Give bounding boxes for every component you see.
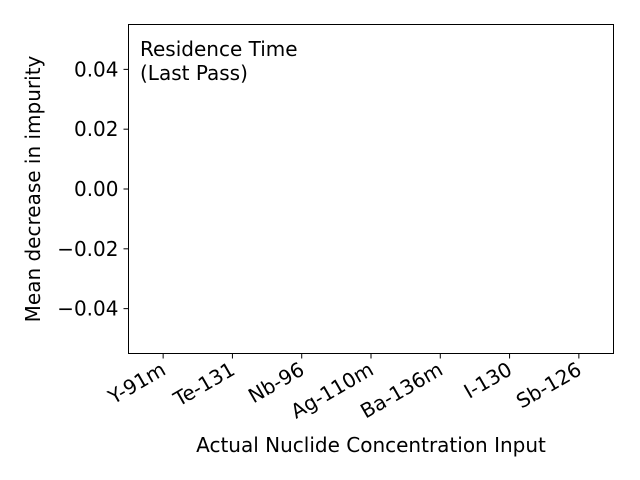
y-tick-label: 0.04	[74, 57, 119, 81]
x-axis-label: Actual Nuclide Concentration Input	[196, 433, 546, 457]
y-tick-label: −0.04	[57, 297, 118, 321]
y-tick-label: −0.02	[57, 237, 118, 261]
x-tick-label: Sb-126	[512, 357, 585, 413]
y-axis-ticks: −0.04 −0.02 0.00 0.02 0.04	[57, 57, 129, 321]
annotation-line-1: Residence Time	[140, 37, 298, 61]
x-tick-label: Te-131	[168, 357, 238, 412]
annotation-line-2: (Last Pass)	[140, 61, 248, 85]
x-tick-label: Y-91m	[103, 357, 170, 409]
y-tick-label: 0.00	[74, 177, 119, 201]
x-tick-label: I-130	[460, 357, 516, 403]
y-axis-label: Mean decrease in impurity	[21, 55, 45, 322]
plot-area-frame	[128, 24, 614, 354]
y-tick-label: 0.02	[74, 117, 119, 141]
